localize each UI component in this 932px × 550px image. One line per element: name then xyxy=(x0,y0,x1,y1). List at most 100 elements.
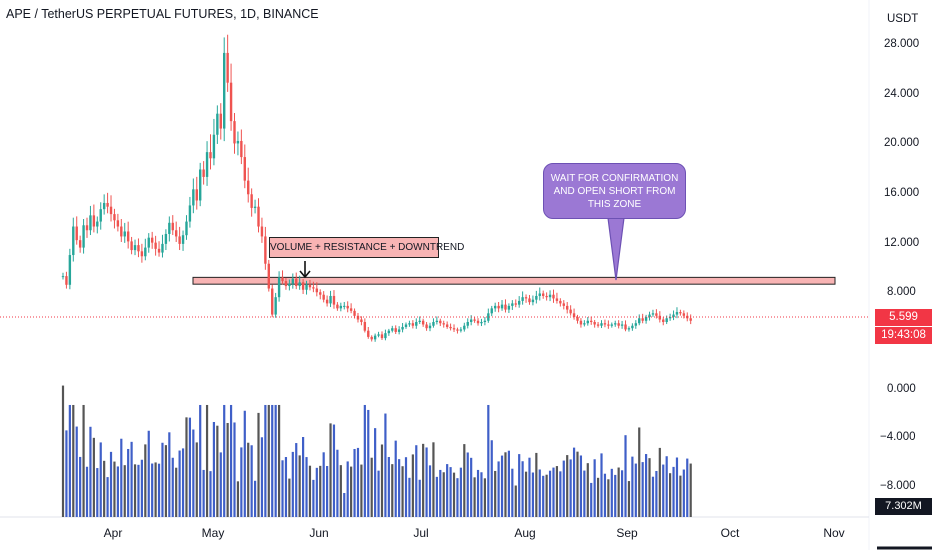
candle-body xyxy=(284,281,288,287)
candle-body xyxy=(99,209,102,222)
candle-body xyxy=(463,325,466,330)
candle-body xyxy=(89,215,92,231)
volume-bar xyxy=(456,478,459,517)
volume-bar xyxy=(418,479,421,517)
volume-bar xyxy=(391,464,394,517)
volume-bar xyxy=(312,479,315,517)
volume-bar xyxy=(271,404,274,517)
volume-bar xyxy=(350,466,353,517)
volume-bar xyxy=(679,475,682,517)
candle-body xyxy=(421,320,425,325)
volume-bar xyxy=(336,449,339,517)
volume-bar xyxy=(123,465,126,517)
candle-body xyxy=(651,313,655,315)
volume-bar xyxy=(442,472,445,517)
volume-bar xyxy=(432,442,435,517)
trade-callout[interactable]: WAIT FOR CONFIRMATION AND OPEN SHORT FRO… xyxy=(543,163,686,219)
candle-body xyxy=(517,300,521,305)
candle-body xyxy=(188,205,192,222)
candle-body xyxy=(346,305,349,309)
volume-bar xyxy=(65,430,68,517)
candle-body xyxy=(387,330,391,334)
candle-body xyxy=(75,226,78,241)
candle-body xyxy=(480,322,483,324)
volume-bar xyxy=(178,450,181,517)
candle-body xyxy=(408,323,411,325)
candle-body xyxy=(137,245,140,252)
volume-bar xyxy=(435,476,438,517)
candle-body xyxy=(555,298,559,301)
volume-bar xyxy=(500,455,504,517)
volume-bar xyxy=(651,476,655,517)
volume-bar xyxy=(610,468,613,517)
candle-body xyxy=(483,320,487,322)
volume-bar xyxy=(648,458,651,517)
volume-bar xyxy=(638,427,641,517)
candle-body xyxy=(363,322,367,331)
candle-body xyxy=(164,233,168,244)
candle-body xyxy=(205,152,209,177)
volume-bar xyxy=(192,429,195,517)
volume-bar xyxy=(367,409,370,517)
volume-bar xyxy=(274,404,277,517)
month-label: Oct xyxy=(721,526,740,540)
resistance-zone[interactable] xyxy=(192,276,836,285)
candle-body xyxy=(216,113,219,135)
candle-body xyxy=(113,214,116,221)
candle-body xyxy=(288,283,291,287)
volume-bar xyxy=(658,447,661,517)
candle-body xyxy=(185,221,188,236)
volume-bar xyxy=(302,437,305,517)
volume-tick: −8.000 xyxy=(880,480,916,492)
candle-body xyxy=(418,320,421,322)
candle-body xyxy=(360,319,363,322)
candle-body xyxy=(511,303,514,306)
volume-bar xyxy=(360,464,363,517)
volume-bar xyxy=(157,463,161,517)
candle-body xyxy=(298,282,301,287)
price-tick: 24.000 xyxy=(884,88,919,100)
volume-bar xyxy=(212,421,216,517)
volume-bar xyxy=(487,404,490,517)
candle-body xyxy=(521,297,524,301)
volume-bar xyxy=(79,456,82,517)
candle-body xyxy=(271,288,274,315)
candle-body xyxy=(452,328,456,330)
price-tick: 20.000 xyxy=(884,137,919,149)
volume-bar xyxy=(634,463,637,517)
volume-bar xyxy=(682,469,685,517)
candle-body xyxy=(92,215,96,227)
candle-body xyxy=(476,320,480,324)
price-tick: 12.000 xyxy=(884,237,919,249)
volume-bar xyxy=(219,452,222,517)
candle-body xyxy=(61,276,65,278)
volume-bar xyxy=(631,456,634,517)
candle-body xyxy=(415,322,418,326)
volume-bar xyxy=(617,467,620,517)
candle-body xyxy=(301,282,305,290)
volume-bar xyxy=(103,460,106,517)
callout-text: WAIT FOR CONFIRMATION AND OPEN SHORT FRO… xyxy=(550,172,679,210)
volume-bar xyxy=(473,477,476,517)
volume-bar xyxy=(188,417,192,517)
candle-body xyxy=(552,294,555,299)
volume-bar xyxy=(535,452,538,517)
volume-bar xyxy=(61,385,65,517)
candle-body xyxy=(325,299,329,304)
candle-body xyxy=(116,220,120,227)
volume-tick: −4.000 xyxy=(880,431,916,443)
volume-bar xyxy=(572,447,576,517)
candle-body xyxy=(668,317,672,319)
volume-bar xyxy=(387,457,390,517)
volume-bar xyxy=(548,470,552,517)
volume-bar xyxy=(579,455,583,517)
candle-body xyxy=(247,180,250,195)
candle-body xyxy=(487,313,490,321)
resistance-label[interactable]: VOLUME + RESISTANCE + DOWNTREND xyxy=(269,237,464,258)
volume-bar xyxy=(181,448,185,517)
candle-body xyxy=(140,251,144,257)
volume-bar xyxy=(106,477,109,517)
candle-body xyxy=(524,297,528,299)
candle-body xyxy=(305,284,308,290)
